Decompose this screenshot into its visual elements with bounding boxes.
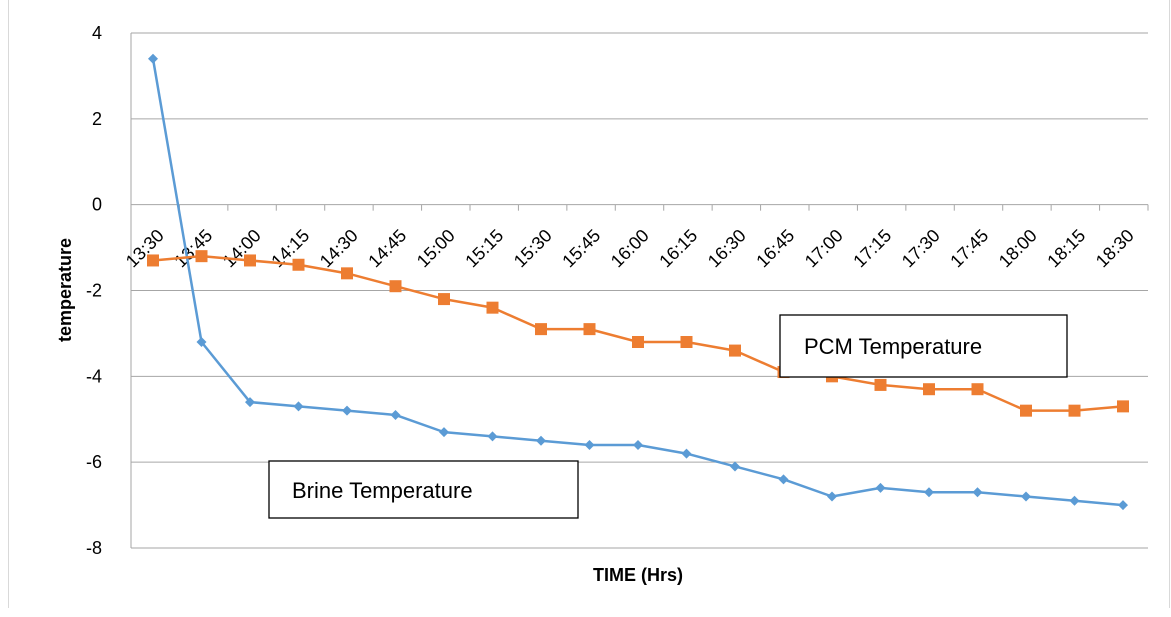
data-point [632, 336, 644, 348]
x-tick-label: 15:45 [558, 225, 604, 271]
data-point [438, 293, 450, 306]
data-point [292, 258, 305, 271]
data-point [924, 487, 934, 498]
data-point [536, 435, 546, 446]
series-1 [147, 250, 1129, 417]
data-point [486, 301, 499, 314]
data-point [293, 401, 304, 412]
x-tick-label: 13:45 [170, 225, 216, 271]
y-tick-label: -2 [86, 281, 102, 301]
data-point [923, 383, 935, 396]
pcm-callout-label: PCM Temperature [804, 334, 982, 359]
x-tick-label: 14:00 [219, 225, 265, 271]
x-tick-label: 18:30 [1092, 225, 1138, 271]
pcm-callout: PCM Temperature [779, 314, 1068, 378]
data-point [1117, 400, 1129, 413]
chart-frame: 4 2 0 -2 -4 -6 -8 13:30 13:45 14:00 14:15 14:30 14:… [8, 0, 1170, 608]
data-point [342, 405, 352, 416]
data-point [583, 323, 596, 336]
x-tick-labels: 13:30 13:45 14:00 14:15 14:30 14:45 15:00 15:15… [122, 225, 1138, 271]
data-point [390, 409, 401, 420]
data-point [778, 474, 789, 485]
data-point [341, 267, 353, 280]
data-point [245, 397, 255, 408]
data-point [875, 482, 886, 493]
data-point [389, 280, 402, 293]
data-point [584, 440, 595, 450]
x-tick-label: 14:45 [364, 225, 410, 271]
y-tick-label: 0 [92, 195, 102, 215]
data-point [439, 427, 449, 438]
brine-callout-label: Brine Temperature [292, 478, 473, 503]
data-point [487, 431, 498, 442]
x-tick-label: 15:15 [461, 225, 507, 271]
line-chart: 4 2 0 -2 -4 -6 -8 13:30 13:45 14:00 14:15 14:30 14:… [55, 23, 1149, 585]
data-point [729, 344, 741, 357]
series-line [151, 58, 1124, 507]
data-point [1021, 491, 1031, 502]
x-tick-label: 16:45 [752, 225, 798, 271]
data-point [680, 336, 693, 348]
data-point [196, 337, 207, 347]
data-point [1020, 404, 1032, 417]
data-point [1069, 495, 1080, 506]
brine-callout-box [268, 460, 579, 519]
data-point [633, 440, 643, 450]
x-tick-label: 16:30 [704, 225, 750, 271]
pcm-callout-box [779, 314, 1068, 378]
x-tick-label: 15:30 [510, 225, 556, 271]
y-tick-labels: 4 2 0 -2 -4 -6 -8 [86, 23, 102, 558]
data-point [148, 53, 158, 64]
series-0 [148, 53, 1128, 511]
series-layer [147, 53, 1129, 511]
data-point [535, 323, 547, 336]
y-tick-label: 2 [92, 109, 102, 129]
y-axis-title: temperature [55, 238, 75, 342]
data-point [730, 461, 740, 472]
x-tick-label: 16:15 [655, 225, 701, 271]
data-point [147, 254, 159, 267]
data-point [971, 383, 984, 396]
data-point [827, 491, 837, 502]
data-point [195, 250, 208, 263]
data-point [1118, 500, 1128, 511]
y-tick-label: -8 [86, 538, 102, 558]
x-tick-label: 17:00 [801, 225, 847, 271]
x-axis-title: TIME (Hrs) [593, 565, 683, 585]
x-tick-label: 18:00 [995, 225, 1041, 271]
x-tick-label: 15:00 [413, 225, 459, 271]
data-point [972, 487, 983, 498]
data-point [681, 448, 692, 459]
x-tick-label: 18:15 [1043, 225, 1089, 271]
data-point [244, 254, 256, 267]
x-tick-label: 16:00 [607, 225, 653, 271]
data-point [1068, 404, 1081, 417]
y-tick-label: -6 [86, 452, 102, 472]
y-tick-label: 4 [92, 23, 102, 43]
data-point [874, 378, 887, 391]
x-tick-label: 17:15 [849, 225, 895, 271]
y-tick-label: -4 [86, 366, 102, 386]
x-tick-label: 17:30 [898, 225, 944, 271]
brine-callout: Brine Temperature [268, 460, 579, 519]
x-tick-label: 14:30 [316, 225, 362, 271]
x-tick-label: 17:45 [946, 225, 992, 271]
x-tick-label: 13:30 [122, 225, 168, 271]
